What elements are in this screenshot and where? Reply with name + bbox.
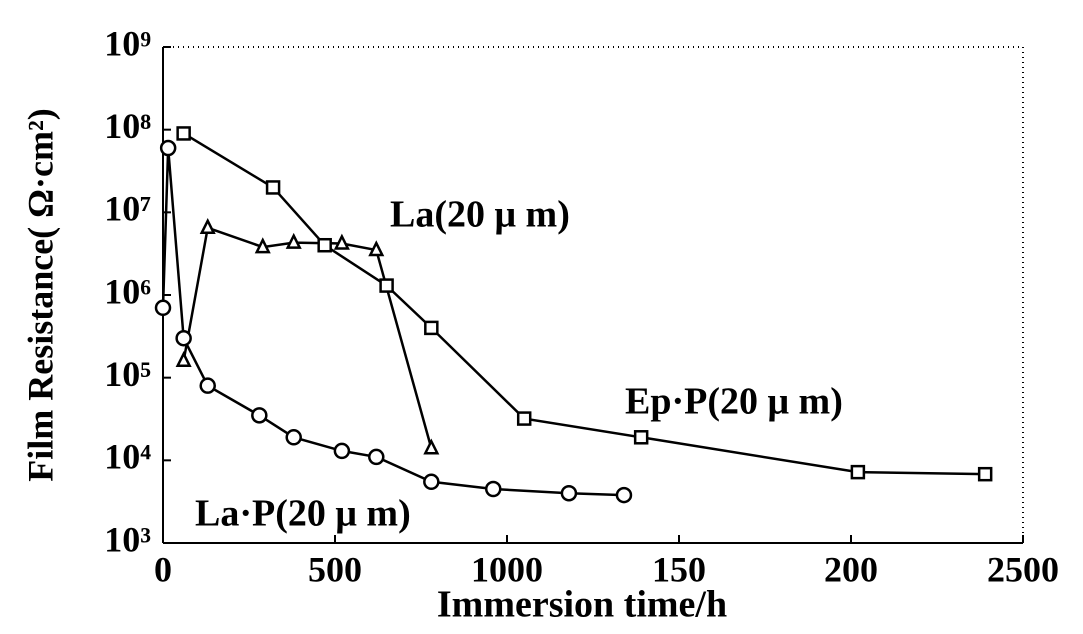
data-point	[423, 438, 440, 455]
data-point	[379, 278, 394, 293]
data-point	[850, 464, 866, 480]
series-line	[161, 147, 625, 497]
data-point	[285, 232, 302, 249]
data-point	[154, 299, 172, 317]
data-point	[159, 139, 177, 157]
data-point	[516, 411, 532, 426]
data-point	[615, 486, 633, 504]
y-tick-label: 10⁵	[104, 354, 151, 394]
x-tick-label: 200	[824, 549, 878, 589]
x-tick-label: 2500	[987, 549, 1059, 589]
series-label: La·P(20 μ m)	[195, 493, 411, 535]
data-point	[254, 237, 271, 254]
y-axis-label: Film Resistance( Ω·cm²)	[20, 108, 60, 482]
data-point	[265, 180, 281, 195]
data-point	[285, 429, 302, 446]
series-line	[182, 226, 433, 449]
data-point	[333, 233, 350, 250]
data-point	[424, 320, 439, 336]
data-point	[199, 377, 216, 394]
data-point	[317, 237, 332, 253]
series-line	[182, 132, 986, 476]
data-point	[175, 350, 192, 368]
data-point	[560, 484, 578, 502]
y-tick-label: 10⁸	[104, 106, 151, 146]
data-point	[251, 407, 268, 424]
data-point	[368, 240, 385, 257]
y-tick-label: 10⁶	[104, 271, 151, 311]
data-point	[176, 126, 191, 141]
data-point	[175, 329, 192, 347]
x-tick-label: 150	[652, 549, 706, 589]
data-point	[368, 448, 385, 466]
y-tick-label: 10⁹	[104, 23, 151, 63]
data-point	[199, 218, 216, 235]
y-tick-label: 10³	[104, 519, 151, 559]
series-label: Ep·P(20 μ m)	[625, 381, 843, 423]
x-tick-label: 0	[154, 549, 172, 589]
series-label: La(20 μ m)	[390, 194, 570, 236]
data-point	[484, 480, 502, 498]
x-axis-label: Immersion time/h	[437, 584, 727, 626]
x-tick-label: 1000	[471, 549, 543, 589]
x-tick-label: 500	[308, 549, 362, 589]
y-tick-label: 10⁴	[104, 437, 151, 477]
data-point	[977, 466, 993, 482]
y-tick-label: 10⁷	[104, 189, 151, 229]
data-point	[633, 430, 649, 445]
data-point	[423, 473, 440, 491]
data-point	[333, 442, 351, 460]
